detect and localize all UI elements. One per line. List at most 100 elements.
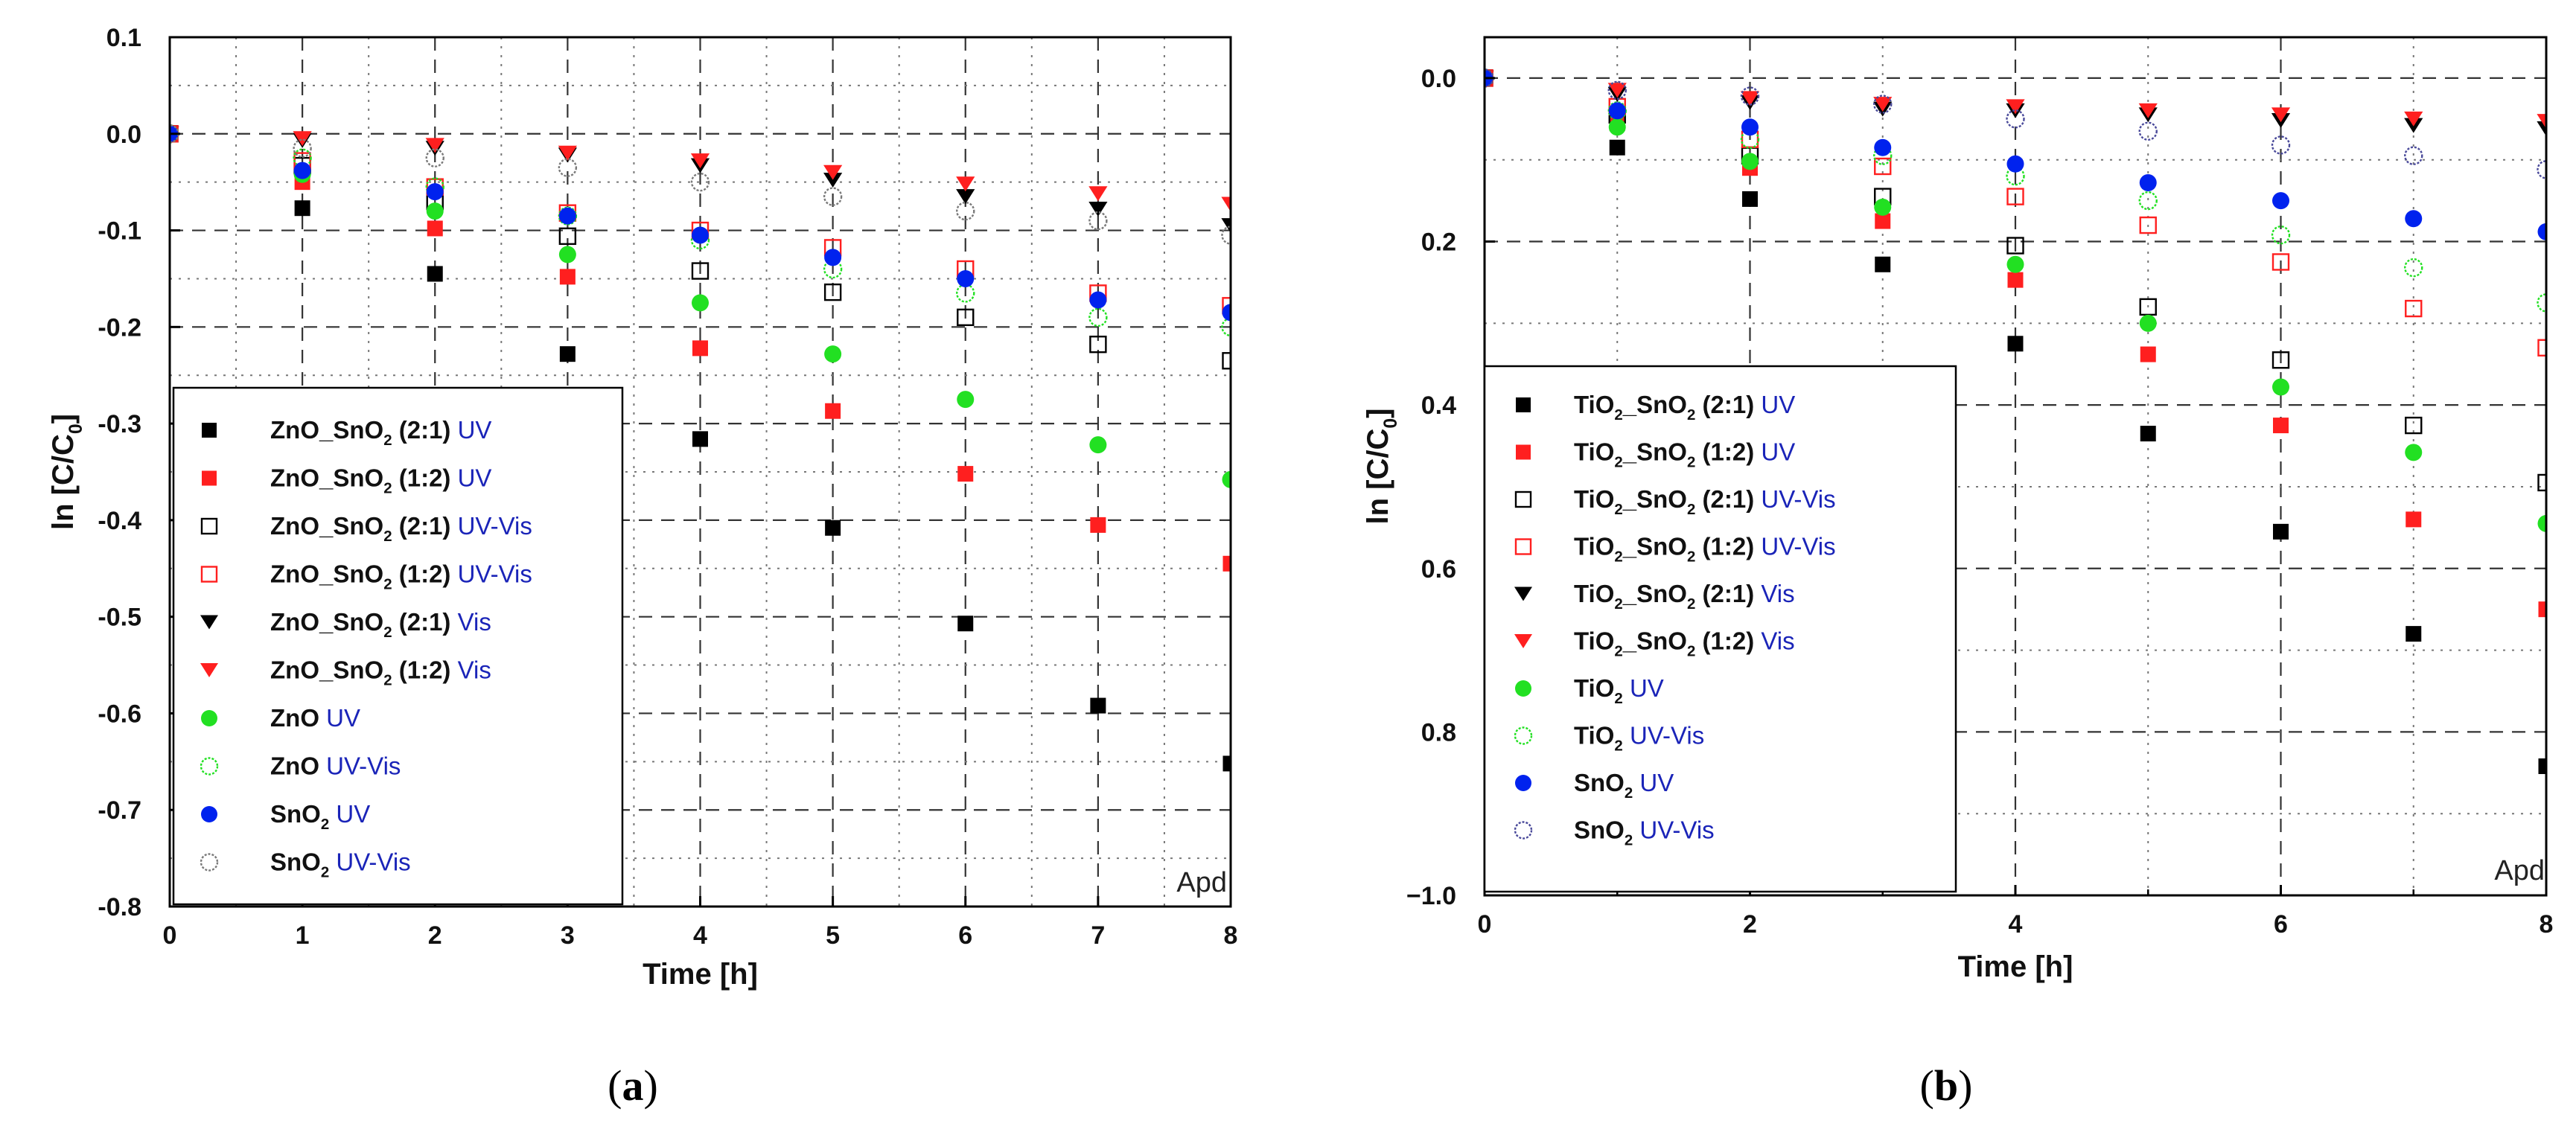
legend-label: ZnO_SnO2 (2:1) Vis <box>270 608 491 641</box>
data-point <box>1222 755 1231 772</box>
panel-caption: (b) <box>1920 1061 1973 1110</box>
data-point <box>2006 166 2025 186</box>
data-points <box>170 124 1231 772</box>
data-point <box>2405 444 2423 461</box>
legend-label: ZnO UV-Vis <box>270 752 401 780</box>
data-point <box>1221 317 1231 337</box>
data-point <box>2006 237 2024 255</box>
legend-item: TiO2_SnO2 (1:2) UV-Vis <box>1514 533 1836 566</box>
legend-marker <box>200 663 218 677</box>
data-point <box>1090 697 1106 714</box>
axes: 0 1 2 3 4 5 6 7 8 0.1 0.0 -0.1 -0.2 -0.3 -0.4 -0.5 -0.6 -… <box>98 24 1237 950</box>
data-point <box>1221 226 1231 245</box>
legend-marker <box>200 757 219 776</box>
legend-item: TiO2_SnO2 (2:1) UV-Vis <box>1514 485 1836 518</box>
y-tick-label: -0.2 <box>98 313 141 342</box>
legend-item: SnO2 UV-Vis <box>200 848 411 881</box>
legend-marker <box>200 853 219 872</box>
y-tick-label: 0.2 <box>1421 228 1456 257</box>
data-point <box>1608 118 1626 136</box>
y-tick-label: -0.6 <box>98 700 141 728</box>
x-tick-label: 8 <box>1224 921 1238 950</box>
data-point <box>1089 436 1107 454</box>
data-point <box>2139 216 2157 234</box>
data-point <box>2271 226 2291 245</box>
data-point <box>692 340 708 357</box>
legend-label: SnO2 UV-Vis <box>1574 816 1715 849</box>
data-point <box>2007 272 2024 288</box>
legend-label: ZnO_SnO2 (1:2) UV <box>270 464 491 497</box>
chart-panel-a: 0 1 2 3 4 5 6 7 8 0.1 0.0 -0.1 -0.2 -0.3 -0.4 -0.5 -0.6 -… <box>47 24 1237 1110</box>
legend-item: ZnO UV-Vis <box>200 752 401 780</box>
legend-label: TiO2_SnO2 (2:1) UV-Vis <box>1574 485 1836 518</box>
x-tick-label: 1 <box>296 921 310 950</box>
legend-item: TiO2_SnO2 (2:1) UV <box>1516 391 1795 423</box>
legend-label: ZnO_SnO2 (1:2) UV-Vis <box>270 560 532 593</box>
data-point <box>427 266 443 282</box>
legend-item: ZnO_SnO2 (1:2) Vis <box>200 656 491 689</box>
data-point <box>426 183 444 201</box>
legend-label: ZnO_SnO2 (2:1) UV <box>270 416 491 449</box>
y-axis-label: ln [C/C0] <box>47 414 86 530</box>
data-point <box>2404 111 2423 127</box>
data-point <box>2405 299 2423 318</box>
x-tick-label: 0 <box>163 921 177 950</box>
data-point <box>823 187 843 206</box>
data-point <box>1740 91 1760 106</box>
x-tick-label: 6 <box>2274 910 2288 939</box>
x-tick-label: 6 <box>958 921 972 950</box>
data-point <box>427 220 443 237</box>
data-point <box>558 145 577 161</box>
data-point <box>2406 511 2422 528</box>
data-point <box>425 148 444 167</box>
data-point <box>2273 523 2289 540</box>
legend: ZnO_SnO2 (2:1) UV ZnO_SnO2 (1:2) UV ZnO_Sn… <box>172 386 624 906</box>
legend-marker <box>1514 634 1532 648</box>
data-point <box>956 176 975 192</box>
data-point <box>2271 135 2291 155</box>
data-point <box>1741 118 1759 136</box>
data-point <box>2272 192 2289 210</box>
data-point <box>1607 83 1627 98</box>
data-point <box>2006 255 2024 273</box>
chart-panel-b: 0 2 4 6 8 0.0 0.2 0.4 0.6 0.8 −1.0 Time [h] ln [C/C0… <box>1362 36 2553 1110</box>
legend-label: TiO2_SnO2 (1:2) UV <box>1574 438 1795 471</box>
data-point <box>2007 336 2024 352</box>
data-point <box>692 226 709 244</box>
data-point <box>426 202 444 220</box>
data-point <box>2272 378 2289 396</box>
data-point <box>1873 95 1893 114</box>
data-point <box>1222 470 1231 488</box>
legend-marker <box>201 710 217 726</box>
legend-marker <box>200 615 218 630</box>
data-point <box>956 201 975 221</box>
data-point <box>294 200 310 217</box>
legend-marker <box>202 470 217 486</box>
data-point <box>1088 186 1108 202</box>
y-tick-label: -0.3 <box>98 410 141 438</box>
legend-marker <box>1514 726 1533 745</box>
data-point <box>559 346 576 362</box>
data-point <box>2537 339 2546 357</box>
legend-item: ZnO_SnO2 (2:1) Vis <box>200 608 491 641</box>
data-point <box>1741 153 1759 170</box>
legend-label: TiO2 UV-Vis <box>1574 722 1704 755</box>
data-point <box>690 172 710 192</box>
data-point <box>2404 146 2423 165</box>
legend-item: ZnO_SnO2 (1:2) UV-Vis <box>200 560 532 593</box>
legend-label: TiO2_SnO2 (1:2) Vis <box>1574 627 1795 660</box>
data-point <box>2271 253 2290 271</box>
legend-label: TiO2_SnO2 (1:2) UV-Vis <box>1574 533 1836 566</box>
y-tick-label: 0.0 <box>106 121 141 149</box>
data-point <box>824 249 842 266</box>
data-point <box>1874 198 1892 216</box>
data-point <box>2140 346 2156 362</box>
legend-marker <box>1514 490 1532 508</box>
legend-label: SnO2 UV-Vis <box>270 848 411 881</box>
data-point <box>2271 107 2291 123</box>
data-point <box>2537 473 2546 492</box>
data-point <box>2139 173 2157 191</box>
y-tick-label: 0.0 <box>1421 65 1456 93</box>
